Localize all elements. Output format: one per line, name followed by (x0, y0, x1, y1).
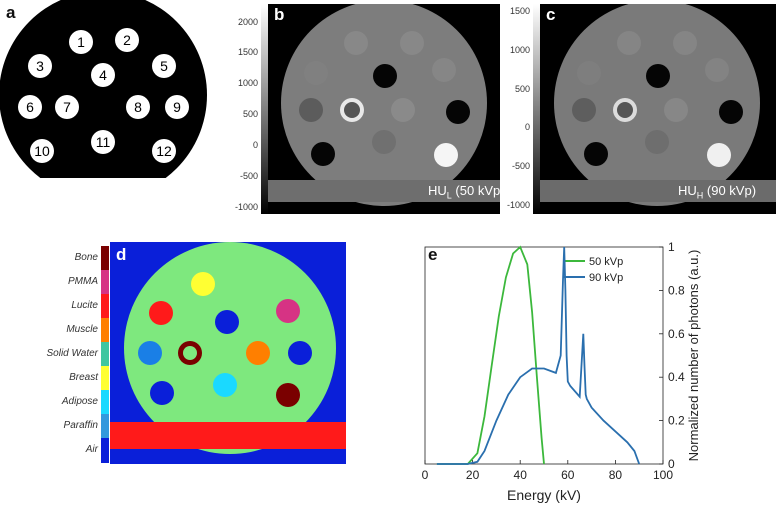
insert-label-9: 9 (173, 99, 181, 115)
insert-label-3: 3 (36, 58, 44, 74)
caption-c-sub: H (696, 190, 704, 201)
material-label: Lucite (71, 300, 98, 311)
material-swatch (101, 270, 109, 295)
material-label: PMMA (68, 276, 98, 287)
panel-d-label: d (116, 245, 127, 264)
caption-c-hu: HU (678, 183, 697, 198)
y-tick-label: 0 (668, 457, 675, 471)
material-label: Solid Water (46, 348, 98, 359)
material-label: Air (85, 444, 98, 455)
material-swatch (101, 366, 109, 391)
panel-b-label: b (274, 5, 285, 24)
insert-label-5: 5 (160, 58, 168, 74)
colorbar-tick: -1000 (234, 201, 258, 212)
panel-d: Bone PMMA Lucite Muscle Solid Water Breast Adi… (0, 240, 360, 468)
colorbar-tick: -500 (511, 161, 530, 172)
ct-image-50kvp (268, 4, 500, 214)
insert-label-1: 1 (77, 34, 85, 50)
insert-label-8: 8 (134, 99, 142, 115)
panel-a-label: a (6, 3, 16, 22)
caption-b-kv: (50 kVp) (455, 183, 505, 198)
insert-circle-4 (91, 63, 115, 87)
insert-circle-11 (91, 130, 115, 154)
colorbar-tick: 0 (252, 140, 258, 151)
material-label: Bone (74, 252, 98, 263)
colorbar-tick: -500 (239, 170, 258, 181)
legend-entry: 50 kVp (589, 256, 623, 268)
y-tick-label: 0.4 (668, 370, 685, 384)
material-label: Breast (69, 372, 98, 383)
material-label: Paraffin (63, 420, 98, 431)
material-swatch (101, 342, 109, 367)
insert-label-11: 11 (96, 134, 111, 150)
x-tick-label: 80 (609, 468, 623, 482)
caption-b-hu: HU (428, 183, 447, 198)
insert-label-6: 6 (26, 99, 34, 115)
x-tick-label: 20 (466, 468, 480, 482)
panel-e-label: e (428, 245, 438, 264)
ct-image-90kvp (540, 4, 776, 214)
legend-entry: 90 kVp (589, 272, 623, 284)
x-tick-label: 60 (561, 468, 575, 482)
colorbar-tick: -1000 (506, 200, 530, 211)
colorbar-tick: 500 (242, 109, 258, 120)
ct-caption-b: HUL (50 kVp) (428, 183, 505, 201)
colorbar-tick: 500 (514, 83, 530, 94)
panel-a: a 1 2 3 4 5 6 7 8 9 10 11 12 (0, 0, 230, 215)
y-tick-label: 0.2 (668, 414, 685, 428)
insert-circle-8 (126, 95, 150, 119)
insert-label-2: 2 (123, 32, 131, 48)
insert-circle-2 (115, 28, 139, 52)
x-tick-label: 100 (653, 468, 673, 482)
y-tick-label: 0.8 (668, 283, 685, 297)
colorbar-c (533, 4, 540, 214)
colorbar-tick: 1000 (509, 44, 530, 55)
ct-caption-c: HUH (90 kVp) (678, 183, 756, 201)
panel-c-label: c (546, 5, 556, 24)
material-swatch (101, 414, 109, 439)
colorbar-tick: 0 (524, 122, 530, 133)
insert-circle-7 (55, 95, 79, 119)
material-label: Adipose (61, 396, 98, 407)
caption-b-sub: L (446, 190, 452, 201)
x-tick-label: 0 (422, 468, 429, 482)
material-map (110, 242, 346, 464)
series-line-1 (436, 245, 545, 465)
colorbar-tick: 1500 (237, 47, 258, 58)
series-line-2 (436, 246, 641, 465)
y-tick-label: 0.6 (668, 327, 685, 341)
material-swatch (101, 294, 109, 319)
insert-circle-5 (152, 54, 176, 78)
insert-label-4: 4 (99, 67, 107, 83)
insert-circle-1 (69, 30, 93, 54)
caption-c-kv: (90 kVp) (706, 183, 757, 198)
colorbar-tick: 1500 (509, 5, 530, 16)
insert-label-12: 12 (156, 143, 172, 159)
panel-e: 0 20 40 60 80 100 0 0.2 0.4 0.6 0.8 1 Energy (kV) Nor… (385, 240, 778, 507)
material-swatch (101, 318, 109, 343)
y-axis-label: Normalized number of photons (a.u.) (686, 250, 701, 462)
insert-circle-10 (30, 139, 54, 163)
insert-label-7: 7 (63, 99, 71, 115)
colorbar-b (261, 4, 268, 214)
insert-circle-3 (28, 54, 52, 78)
plot-frame (424, 246, 664, 465)
panel-c: 1500 1000 500 0 -500 -1000 HUH (90 kVp) c (502, 0, 778, 222)
material-swatch (101, 438, 109, 463)
panel-b: 2000 1500 1000 500 0 -500 -1000 HUL (50 kVp) b (232, 0, 505, 222)
insert-circle-12 (152, 139, 176, 163)
x-axis-label: Energy (kV) (507, 487, 581, 503)
colorbar-tick: 2000 (237, 16, 258, 27)
insert-label-10: 10 (34, 143, 50, 159)
y-tick-label: 1 (668, 240, 675, 254)
insert-circle-6 (18, 95, 42, 119)
material-swatch (101, 390, 109, 415)
material-label: Muscle (66, 324, 98, 335)
x-tick-label: 40 (514, 468, 528, 482)
insert-circle-9 (165, 95, 189, 119)
colorbar-tick: 1000 (237, 78, 258, 89)
material-swatch (101, 246, 109, 271)
